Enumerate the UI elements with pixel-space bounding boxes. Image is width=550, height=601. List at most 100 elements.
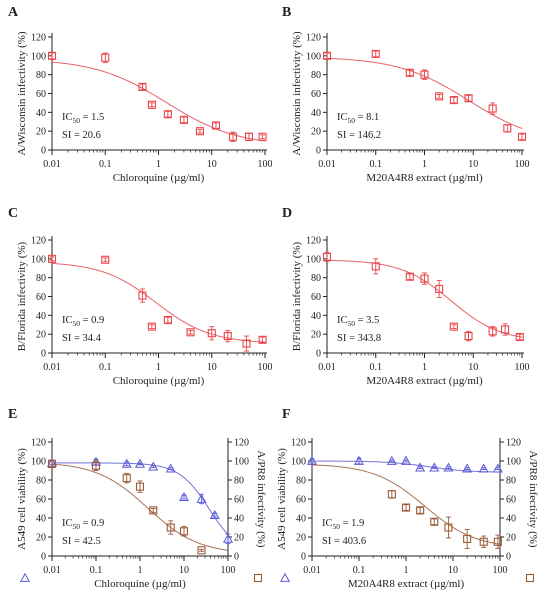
fit-curve — [51, 262, 266, 343]
x-tick-label: 0.01 — [43, 362, 61, 373]
data-point — [223, 331, 232, 341]
legend-marker-viability — [19, 572, 31, 582]
x-axis-title: Chloroquine (µg/ml) — [113, 172, 205, 184]
legend-marker-infectivity — [525, 573, 535, 583]
error-bar — [436, 93, 442, 99]
data-point — [444, 523, 453, 532]
y-tick-label: 20 — [36, 533, 46, 544]
y-tick-label: 120 — [306, 236, 321, 247]
y-tick-label: 40 — [311, 108, 321, 119]
x-tick-label: 1 — [422, 362, 427, 373]
y-tick-label: 20 — [311, 330, 321, 341]
data-point — [416, 506, 425, 515]
y-tick-label: 120 — [291, 438, 306, 449]
y2-tick-label: 80 — [506, 476, 516, 487]
data-point — [101, 255, 110, 264]
error-bar — [466, 94, 472, 102]
x-tick-label: 0.1 — [99, 159, 112, 170]
data-point — [517, 132, 527, 141]
y-tick-label: 100 — [31, 457, 46, 468]
x-axis-title: M20A4R8 extract (µg/ml) — [366, 172, 483, 184]
panel-label: E — [8, 407, 17, 422]
error-bar — [149, 324, 155, 329]
x-tick-label: 0.01 — [43, 159, 61, 170]
data-point — [401, 503, 411, 512]
ic50-annotation: IC50 = 0.9 — [62, 315, 104, 328]
data-point — [47, 459, 57, 468]
y2-tick-label: 60 — [234, 495, 244, 506]
error-bar — [517, 333, 523, 341]
error-bar — [373, 50, 379, 58]
y-tick-label: 0 — [301, 552, 306, 563]
y-tick-label: 20 — [36, 330, 46, 341]
y2-tick-label: 120 — [234, 438, 249, 449]
y2-axis-title: A/PR8 infectivity (%) — [255, 450, 267, 547]
series-red — [322, 49, 527, 141]
data-point — [353, 455, 365, 465]
data-point — [121, 458, 132, 468]
data-point — [493, 537, 502, 546]
error-bar — [324, 52, 330, 60]
y-tick-label: 80 — [311, 273, 321, 284]
panel-e: E 0 0 20 20 40 40 60 60 80 80 100 100 120 120 0.01 0.1 1 1… — [8, 407, 267, 590]
data-point — [207, 329, 216, 338]
y-axis-title: A/Wisconsin infectivity (%) — [291, 31, 303, 156]
error-bar — [149, 102, 155, 108]
panel-d: D 0 20 40 60 80 100 120 0.01 0.1 1 10 100 M20A4R8 ext… — [282, 206, 530, 387]
x-tick-label: 10 — [448, 565, 458, 576]
ic50-annotation: IC50 = 1.9 — [322, 518, 364, 531]
error-bar — [139, 288, 145, 303]
y2-tick-label: 20 — [506, 533, 516, 544]
error-bar — [451, 324, 457, 329]
y2-tick-label: 120 — [506, 438, 521, 449]
y2-tick-label: 60 — [506, 495, 516, 506]
x-tick-label: 0.1 — [370, 362, 383, 373]
x-tick-label: 10 — [468, 362, 478, 373]
y2-tick-label: 0 — [506, 552, 511, 563]
data-point — [165, 463, 176, 473]
data-point — [430, 517, 439, 526]
error-bar — [246, 132, 252, 142]
data-point — [242, 339, 251, 348]
si-annotation: SI = 343.8 — [337, 333, 381, 344]
y-tick-label: 40 — [36, 311, 46, 322]
y-tick-label: 60 — [311, 292, 321, 303]
error-bar — [181, 116, 187, 124]
data-point — [371, 262, 380, 271]
y-tick-label: 60 — [36, 495, 46, 506]
error-bar — [199, 548, 205, 552]
error-bar — [139, 83, 145, 91]
error-bar — [519, 133, 525, 141]
y2-tick-label: 40 — [234, 514, 244, 525]
data-point — [138, 291, 147, 300]
series-blue — [306, 455, 503, 473]
y-tick-label: 40 — [296, 514, 306, 525]
y2-tick-label: 0 — [234, 552, 239, 563]
error-bar — [165, 110, 171, 118]
data-point — [503, 124, 512, 133]
error-bar — [150, 508, 156, 513]
panel-label: F — [282, 407, 291, 422]
error-bar — [436, 280, 442, 298]
data-point — [322, 51, 332, 60]
panel-a: A 0 20 40 60 80 100 120 0.01 0.1 1 10 100 Chloroquine… — [8, 5, 273, 184]
data-point — [179, 115, 188, 124]
data-point — [179, 527, 189, 536]
error-bar — [244, 335, 250, 352]
y-tick-label: 100 — [306, 51, 321, 62]
data-point — [420, 70, 429, 79]
data-point — [186, 328, 195, 337]
y-tick-label: 60 — [296, 495, 306, 506]
error-bar — [495, 534, 501, 549]
data-point — [196, 493, 207, 503]
panel-label: A — [8, 5, 19, 20]
data-point — [488, 327, 497, 336]
data-point — [400, 455, 412, 465]
y-tick-label: 40 — [36, 108, 46, 119]
ic50-annotation: IC50 = 1.5 — [62, 112, 104, 125]
y-axis-title: B/Florida infectivity (%) — [16, 241, 28, 351]
y-tick-label: 20 — [311, 127, 321, 138]
data-point — [501, 325, 510, 334]
fit-curve — [51, 463, 229, 551]
